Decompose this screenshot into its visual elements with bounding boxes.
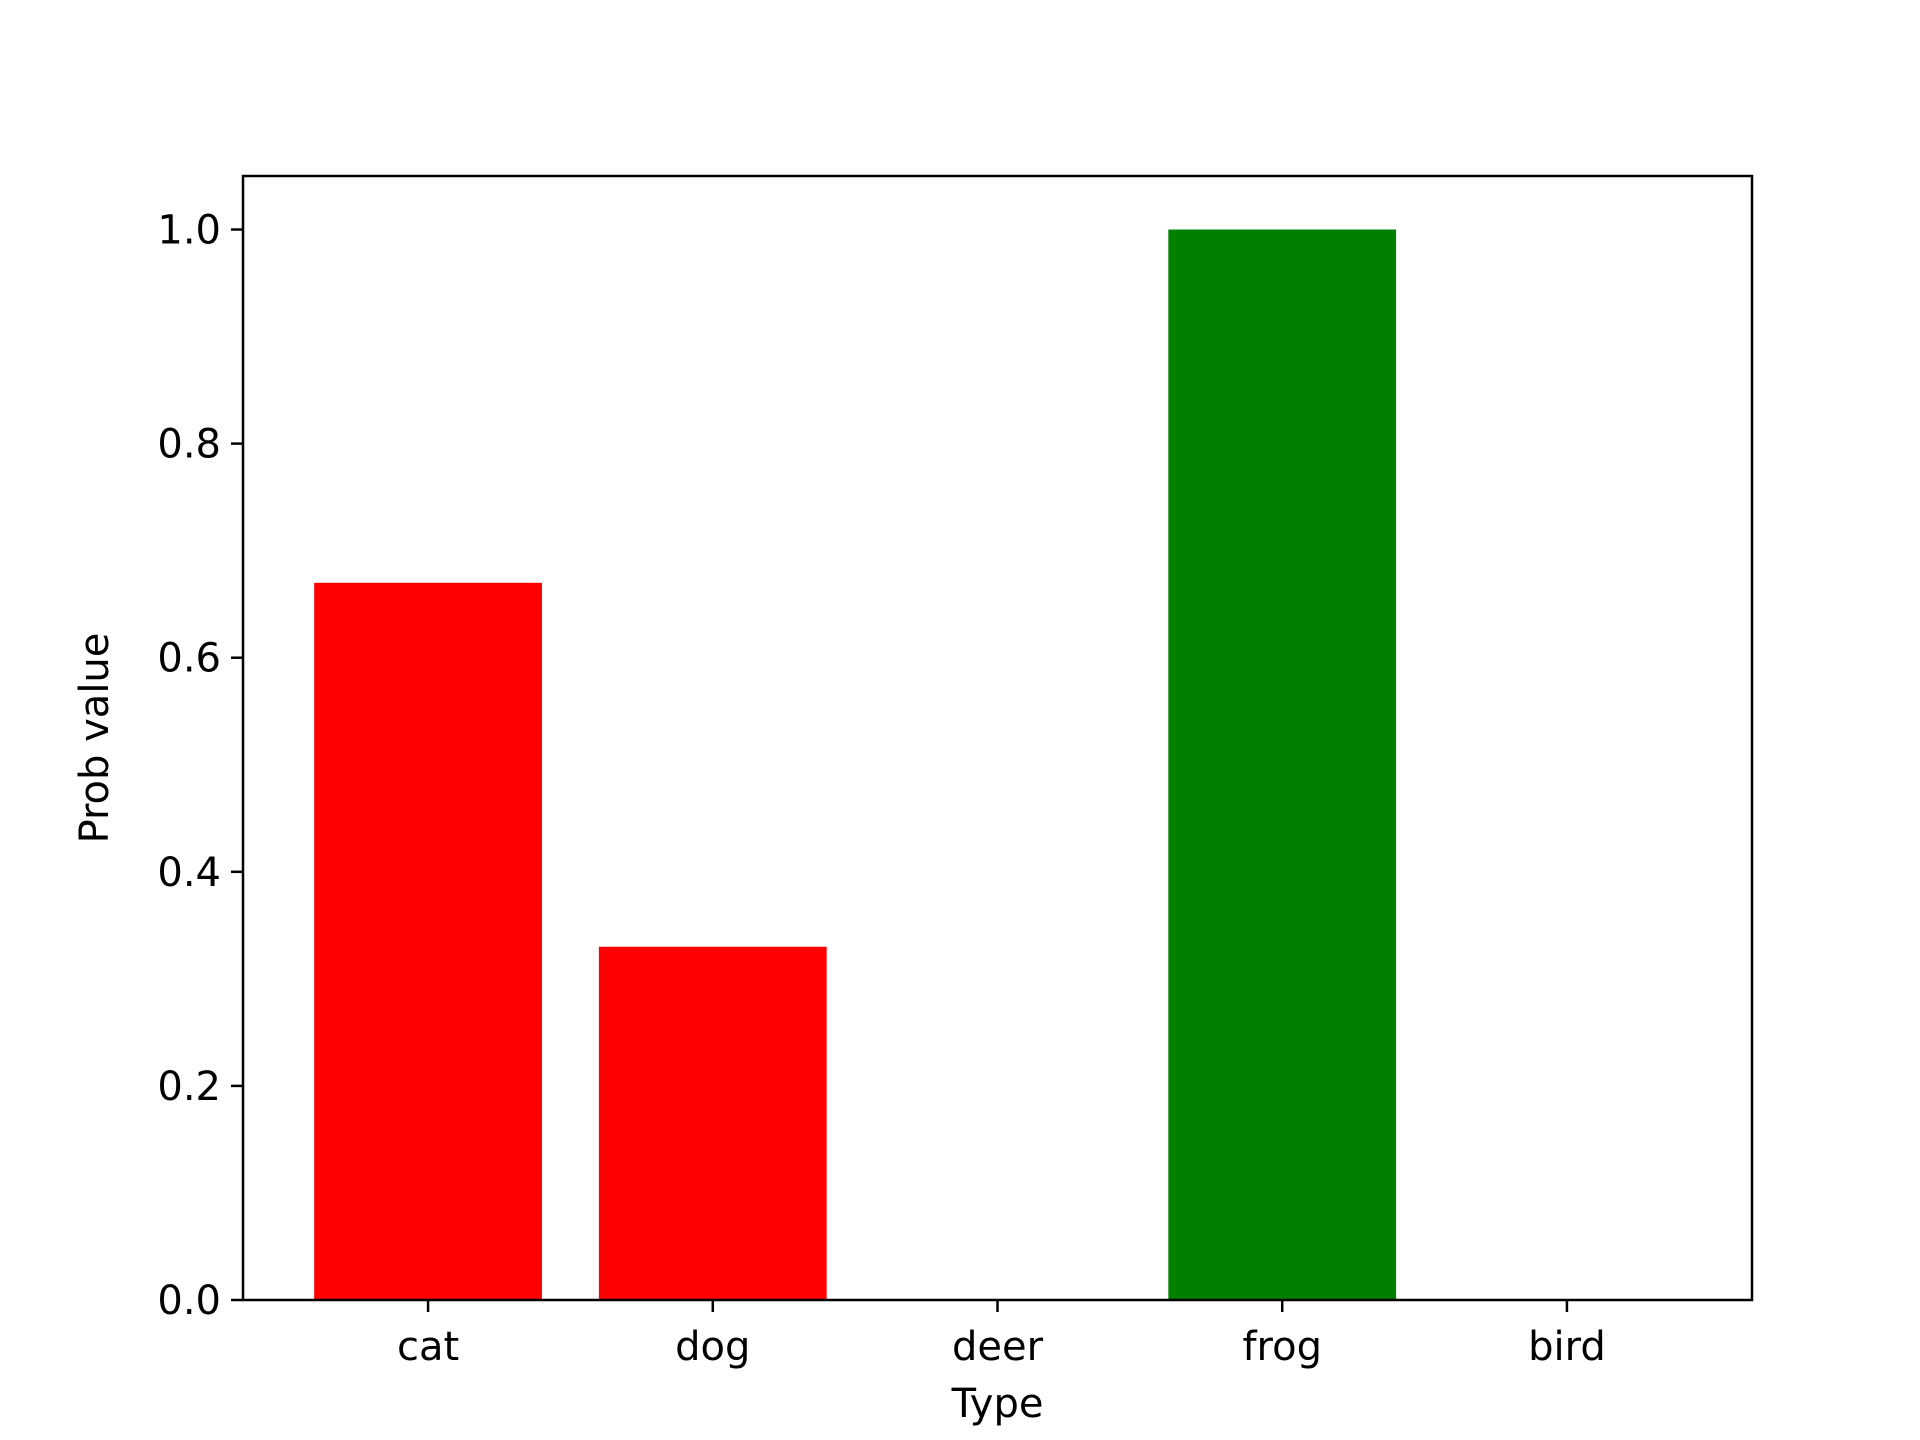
bar-dog: [598, 946, 827, 1300]
bars-group: [314, 229, 1397, 1300]
x-tick-label-dog: dog: [675, 1324, 750, 1370]
y-tick-label: 0.2: [157, 1064, 221, 1110]
x-axis: cat dog deer frog bird: [397, 1300, 1606, 1370]
y-tick-label: 1.0: [157, 208, 221, 254]
bar-frog: [1168, 229, 1397, 1300]
x-axis-title: Type: [951, 1381, 1044, 1427]
x-tick-label-bird: bird: [1528, 1324, 1606, 1370]
y-tick-label: 0.6: [157, 636, 221, 682]
y-tick-label: 0.4: [157, 850, 221, 896]
y-axis: 0.0 0.2 0.4 0.6 0.8 1.0: [157, 208, 243, 1324]
y-tick-label: 0.0: [157, 1278, 221, 1324]
bar-cat: [314, 582, 542, 1300]
x-tick-label-deer: deer: [952, 1324, 1044, 1370]
x-tick-label-cat: cat: [397, 1324, 459, 1370]
y-tick-label: 0.8: [157, 422, 221, 468]
x-tick-label-frog: frog: [1242, 1324, 1322, 1370]
y-axis-title: Prob value: [72, 633, 118, 844]
